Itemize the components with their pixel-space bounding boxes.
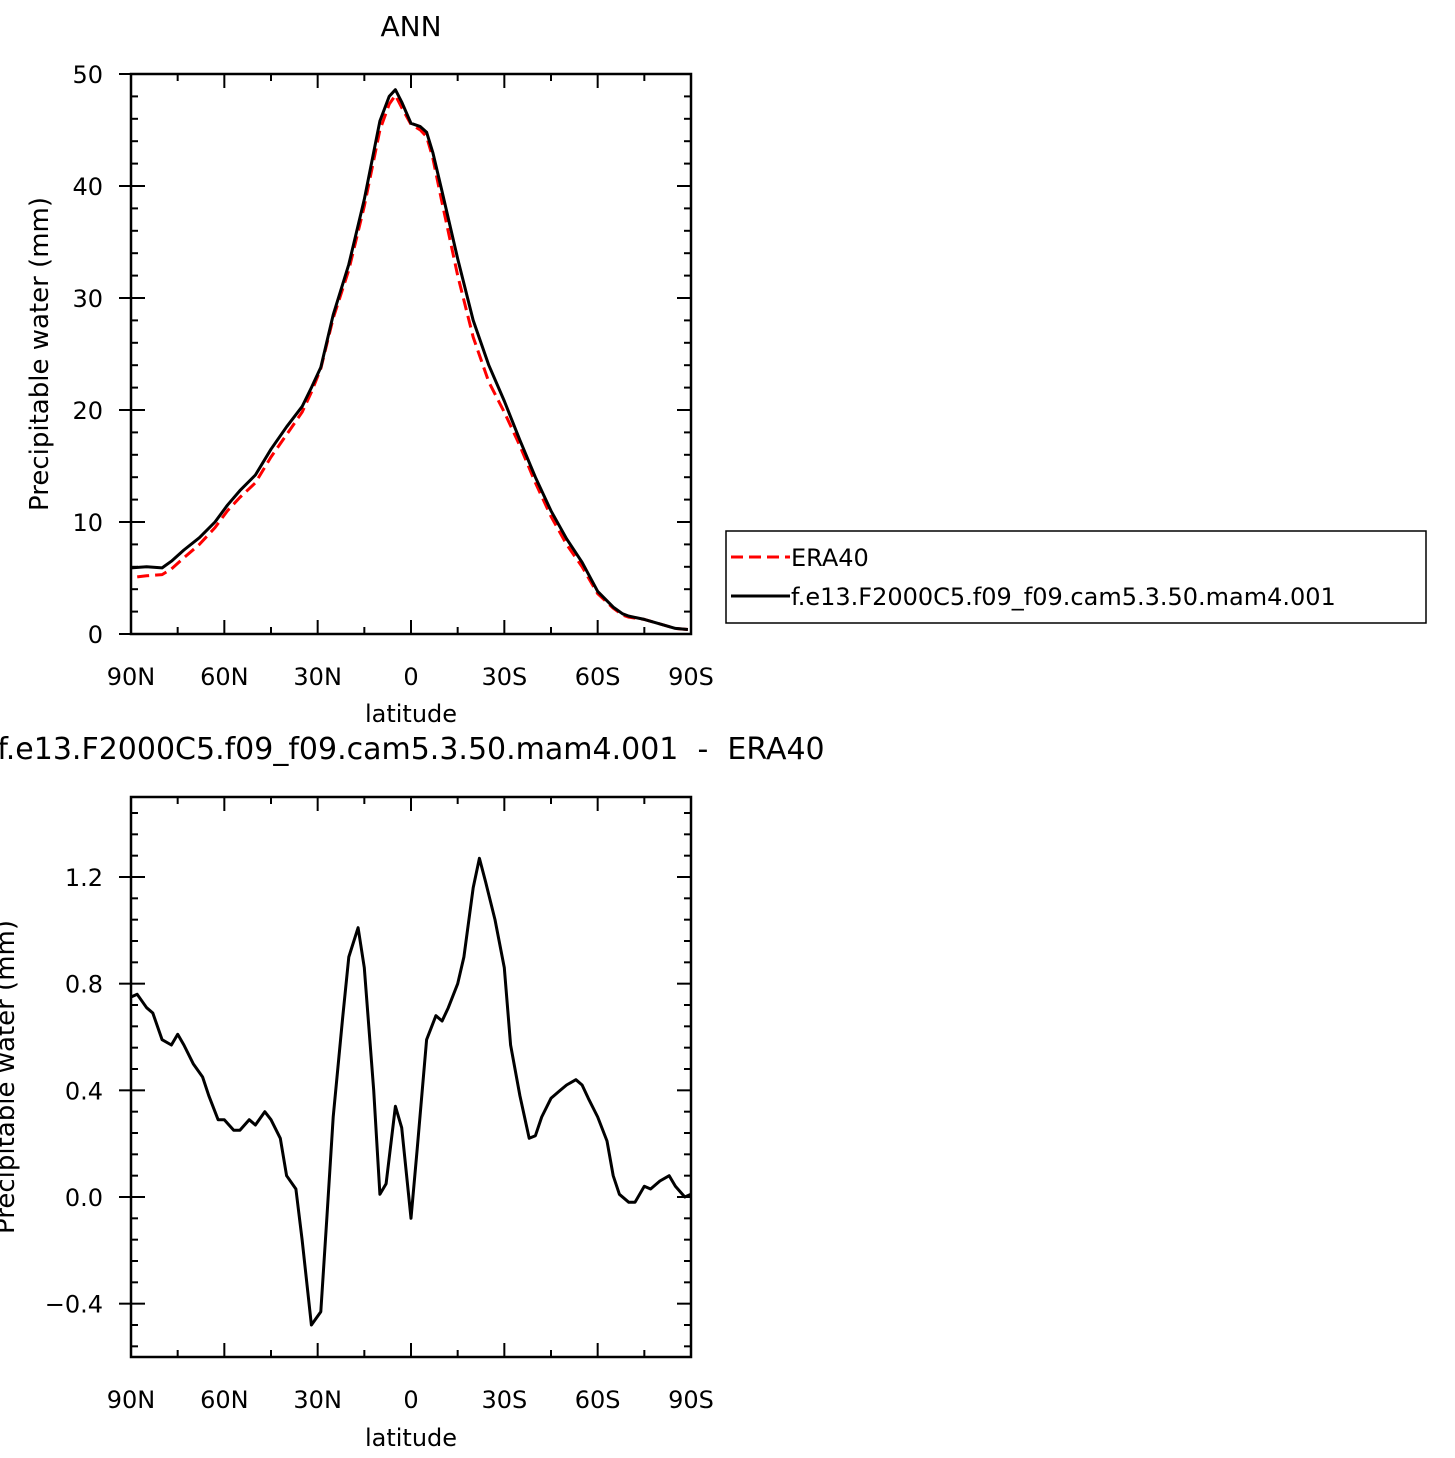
- top-x-axis-label: latitude: [365, 700, 457, 728]
- top-series-group: [130, 88, 689, 631]
- x-tick-label: 30N: [293, 1386, 342, 1414]
- x-tick-label: 60N: [200, 663, 249, 691]
- bottom-x-axis-label: latitude: [365, 1424, 457, 1452]
- top-y-ticks: 0 10 20 30 40 50: [72, 61, 691, 649]
- bottom-plot-frame: [129, 795, 693, 1359]
- bottom-x-ticks: 90N 60N 30N 0 30S 60S 90S: [107, 797, 714, 1414]
- y-tick-label: 50: [72, 61, 103, 89]
- x-tick-label: 90S: [668, 1386, 714, 1414]
- x-tick-label: 30N: [293, 663, 342, 691]
- y-tick-label: 1.2: [65, 864, 103, 892]
- top-title: ANN: [380, 10, 441, 43]
- top-plot-frame: [129, 72, 693, 636]
- series-line-0-0: [137, 93, 689, 631]
- y-tick-label: 0.4: [65, 1077, 103, 1105]
- series-line-0-1: [130, 88, 689, 631]
- x-tick-label: 0: [403, 663, 418, 691]
- top-y-axis-label: Precipitable water (mm): [25, 197, 55, 511]
- y-tick-label: 0: [88, 621, 103, 649]
- y-tick-label: 0.0: [65, 1184, 103, 1212]
- x-tick-label: 90N: [107, 663, 156, 691]
- bottom-y-ticks: −0.4 0.0 0.4 0.8 1.2: [45, 812, 691, 1348]
- y-tick-label: 20: [72, 397, 103, 425]
- y-tick-label: 0.8: [65, 971, 103, 999]
- legend-era40-label: ERA40: [791, 544, 869, 572]
- x-tick-label: 60S: [575, 663, 621, 691]
- legend: ERA40 f.e13.F2000C5.f09_f09.cam5.3.50.ma…: [725, 530, 1427, 624]
- y-tick-label: 30: [72, 285, 103, 313]
- x-tick-label: 30S: [481, 663, 527, 691]
- top-x-ticks: 90N 60N 30N 0 30S 60S 90S: [107, 74, 714, 691]
- x-tick-label: 90N: [107, 1386, 156, 1414]
- x-tick-label: 0: [403, 1386, 418, 1414]
- y-tick-label: 10: [72, 509, 103, 537]
- y-tick-label: 40: [72, 173, 103, 201]
- y-tick-label: −0.4: [45, 1291, 103, 1319]
- legend-model-label: f.e13.F2000C5.f09_f09.cam5.3.50.mam4.001: [791, 583, 1336, 611]
- bottom-series-group: [130, 856, 692, 1327]
- bottom-panel: f.e13.F2000C5.f09_f09.cam5.3.50.mam4.001…: [0, 732, 825, 1452]
- x-tick-label: 60S: [575, 1386, 621, 1414]
- top-panel: ANN 90N 60N 30N 0 30S 60S 90S 0 10 20 30 40 50 lati…: [25, 10, 1427, 728]
- legend-box: [725, 530, 1427, 624]
- bottom-y-axis-label: Precipitable water (mm): [0, 920, 21, 1234]
- x-tick-label: 30S: [481, 1386, 527, 1414]
- bottom-title: f.e13.F2000C5.f09_f09.cam5.3.50.mam4.001…: [0, 732, 825, 767]
- x-tick-label: 90S: [668, 663, 714, 691]
- series-line-1-0: [130, 856, 692, 1327]
- x-tick-label: 60N: [200, 1386, 249, 1414]
